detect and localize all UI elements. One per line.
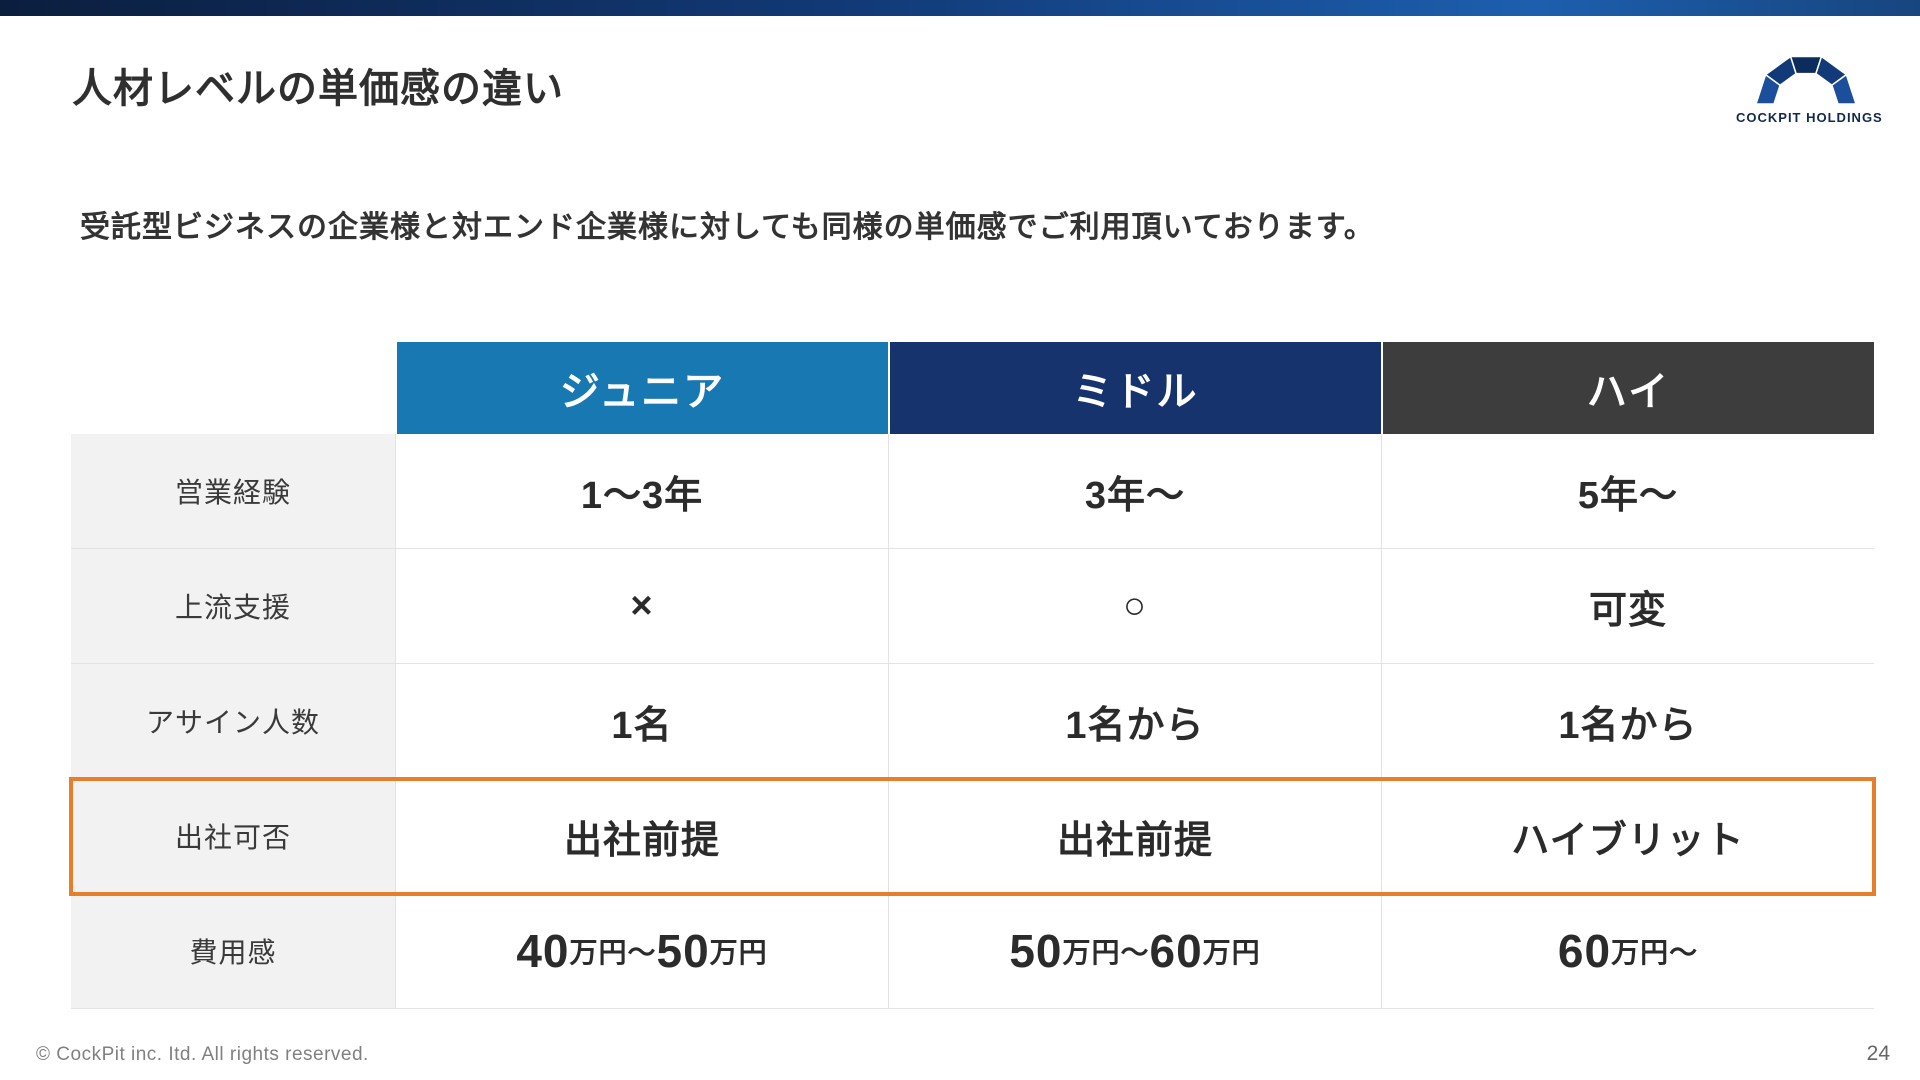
column-header-2: ハイ — [1381, 342, 1874, 434]
copyright: © CockPit inc. Itd. All rights reserved. — [36, 1044, 369, 1065]
arch-logo-icon — [1754, 55, 1858, 105]
fee-number: 50 — [656, 925, 710, 977]
subtitle: 受託型ビジネスの企業様と対エンド企業様に対しても同様の単価感でご利用頂いておりま… — [80, 211, 1375, 244]
table-cell: 3年～ — [888, 434, 1381, 548]
table-cell: × — [395, 549, 888, 663]
logo-text: COCKPIT HOLDINGS — [1736, 110, 1883, 125]
table-cell: 5年～ — [1381, 434, 1874, 548]
column-header-1: ミドル — [888, 342, 1381, 434]
page-number: 24 — [1866, 1042, 1890, 1065]
fee-number: 60 — [1149, 925, 1203, 977]
company-logo: COCKPIT HOLDINGS — [1736, 42, 1883, 125]
table-row: 上流支援 × ○ 可変 — [71, 549, 1874, 664]
table-cell: 1名 — [395, 664, 888, 778]
fee-number: 60 — [1557, 925, 1612, 977]
table-row: アサイン人数 1名 1名から 1名から — [71, 664, 1874, 779]
top-accent-bar — [0, 0, 1920, 16]
table-cell: ○ — [888, 549, 1381, 663]
table-row: 出社可否 出社前提 出社前提 ハイブリット — [69, 777, 1876, 896]
table-header-row: ジュニア ミドル ハイ — [71, 342, 1874, 434]
page-title: 人材レベルの単価感の違い — [72, 67, 564, 111]
column-header-0: ジュニア — [395, 342, 888, 434]
table-row: 営業経験 1～3年 3年～ 5年～ — [71, 434, 1874, 549]
table-cell: 可変 — [1381, 549, 1874, 663]
row-label: 上流支援 — [71, 549, 395, 663]
table-cell: 60 万円～ — [1381, 894, 1874, 1008]
row-label: 費用感 — [71, 894, 395, 1008]
table-cell: 40 万円～ 50 万円 — [395, 894, 888, 1008]
row-label: 出社可否 — [71, 779, 395, 893]
pricing-table: ジュニア ミドル ハイ 営業経験 1～3年 3年～ 5年～ 上流支援 × ○ 可変 アサイン人数 1名 1… — [69, 342, 1876, 1009]
fee-number: 50 — [1009, 925, 1063, 977]
table-cell: 50 万円～ 60 万円 — [888, 894, 1381, 1008]
row-label: アサイン人数 — [71, 664, 395, 778]
row-label: 営業経験 — [71, 434, 395, 548]
table-cell: 出社前提 — [395, 779, 888, 893]
corner-cell — [71, 342, 395, 434]
footer: © CockPit inc. Itd. All rights reserved.… — [36, 1042, 1890, 1066]
table-row: 費用感 40 万円～ 50 万円 50 万円～ 60 万円 60 万円～ — [71, 894, 1874, 1009]
fee-number: 40 — [516, 925, 570, 977]
table-cell: ハイブリット — [1381, 779, 1874, 893]
table-cell: 1名から — [888, 664, 1381, 778]
table-cell: 1名から — [1381, 664, 1874, 778]
table-cell: 出社前提 — [888, 779, 1381, 893]
table-cell: 1～3年 — [395, 434, 888, 548]
